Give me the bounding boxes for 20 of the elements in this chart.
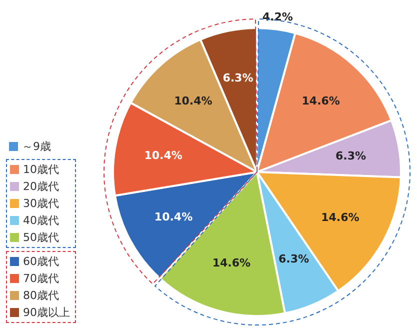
legend-label: 30歳代 — [23, 196, 59, 211]
legend-label: ～9歳 — [22, 139, 51, 154]
data-label: 14.6% — [302, 94, 340, 108]
data-label: 10.4% — [174, 94, 212, 108]
legend-label: 50歳代 — [23, 230, 59, 245]
data-label: 6.3% — [222, 72, 254, 85]
legend-label: 20歳代 — [23, 179, 59, 194]
legend-label: 10歳代 — [23, 162, 59, 177]
data-label: 14.6% — [212, 256, 251, 270]
data-label: 6.3% — [335, 149, 366, 162]
data-label: 14.6% — [321, 210, 360, 224]
legend-label: 60歳代 — [23, 254, 59, 269]
legend-label: 40歳代 — [23, 213, 59, 228]
legend-label: 80歳代 — [23, 288, 59, 303]
legend-label: 90歳以上 — [23, 305, 70, 320]
data-label: 4.2% — [262, 10, 293, 24]
data-label: 10.4% — [154, 210, 193, 224]
legend-label: 70歳代 — [23, 271, 59, 286]
data-label: 10.4% — [144, 148, 182, 162]
data-label: 6.3% — [278, 252, 310, 266]
